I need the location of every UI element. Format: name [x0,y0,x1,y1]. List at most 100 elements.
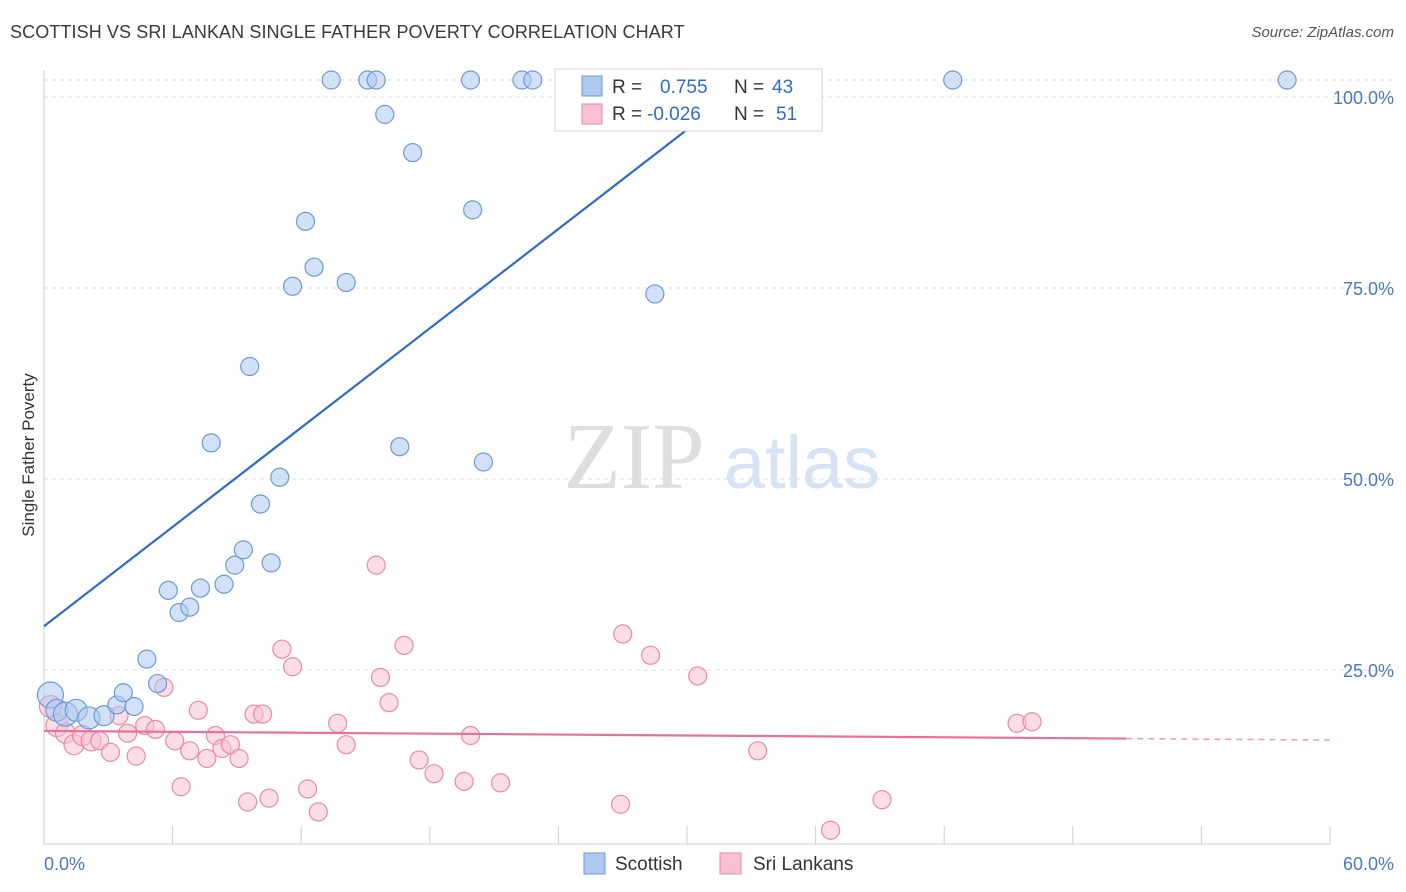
watermark-zip: ZIP [564,405,705,509]
sri-lankans-point-40 [460,725,481,746]
scottish-point-15 [201,433,221,453]
sri-lankans-point-30 [308,802,328,822]
sri-lankans-point-18 [197,748,217,769]
scottish-point-9 [137,649,157,669]
scottish-point-24 [295,211,316,231]
series-legend-label-scottish[interactable]: Scottish [615,854,683,875]
sri-lankans-point-23 [238,792,258,812]
sri-lankans-point-17 [188,700,208,720]
scottish-point-5 [93,705,115,727]
sri-lankans-point-28 [283,657,303,677]
sri-lankans-point-50 [1022,712,1042,732]
sri-lankans-point-36 [394,635,414,655]
sri-lankans-point-46 [748,741,768,761]
scottish-point-42 [1277,70,1297,90]
sri-lankans-point-33 [366,555,386,575]
gridlines: 25.0% 50.0% 75.0% 100.0% [44,79,1394,681]
legend-r-label-scottish: R = [612,77,642,98]
legend-r-label-sri-lankans: R = [612,104,642,125]
sri-lankans-point-7 [100,742,121,762]
sri-lankans-point-12 [145,719,166,740]
watermark-atlas: atlas [724,421,880,504]
sri-lankans-point-9 [117,723,138,743]
legend-n-label-sri-lankans: N = [734,104,764,125]
scottish-point-17 [225,555,245,575]
sri-lankans-point-47 [821,820,841,840]
legend-n-label-scottish: N = [734,77,764,98]
scottish-point-37 [523,70,543,90]
scottish-point-22 [270,467,290,487]
sri-lankans-point-34 [370,667,391,688]
trendline-sri-lankans-extension [1126,737,1331,741]
y-tick-label-50: 50.0% [1343,470,1394,490]
sri-lankans-point-48 [872,790,892,810]
source-label: Source: ZipAtlas.com [1251,24,1394,41]
scottish-point-21 [261,553,281,573]
legend-n-value-scottish: 43 [772,77,793,98]
sri-lankans-point-42 [610,794,631,814]
trendline-scottish [43,79,752,628]
sri-lankans-point-26 [259,788,279,808]
sri-lankans-point-32 [336,735,356,755]
sri-lankans-point-31 [328,713,348,733]
y-tick-label-100: 100.0% [1333,88,1394,108]
correlation-legend: R = 0.755 N = 43 R = -0.026 N = 51 [554,68,823,132]
legend-r-value-scottish: 0.755 [660,77,708,98]
sri-lankans-point-35 [379,693,399,713]
sri-lankans-point-38 [424,764,444,784]
series-legend-label-sri-lankans[interactable]: Sri Lankans [753,854,853,875]
scottish-point-33 [460,70,481,90]
y-tick-label-25: 25.0% [1343,661,1394,681]
sri-lankans-point-29 [298,779,318,799]
x-tick-max: 60.0% [1343,854,1394,874]
scottish-point-11 [158,580,178,600]
scottish-point-41 [943,70,963,90]
scottish-point-26 [321,70,341,90]
sri-lankans-point-21 [220,735,241,755]
trendline-sri-lankans [43,729,1127,740]
sri-lankans-point-43 [613,624,633,644]
scottish-point-20 [250,494,271,514]
series-scottish [36,70,1297,730]
scottish-point-8 [124,696,144,717]
scottish-point-18 [233,540,253,560]
sri-lankans-point-16 [180,741,200,761]
scottish-point-31 [390,437,410,457]
x-tick-min: 0.0% [44,854,85,874]
scottish-point-32 [403,142,423,163]
sri-lankans-point-39 [454,771,474,791]
scottish-point-23 [283,276,303,296]
scottish-point-25 [304,257,324,277]
scottish-point-19 [240,356,260,377]
series-legend: Scottish Sri Lankans [583,852,853,875]
legend-swatch-scottish [581,75,603,97]
sri-lankans-point-27 [272,639,292,659]
sri-lankans-point-41 [490,773,511,793]
scottish-point-34 [463,200,483,220]
scottish-point-35 [473,452,493,472]
chart-title: SCOTTISH VS SRI LANKAN SINGLE FATHER POV… [10,22,685,42]
scottish-point-29 [366,70,386,90]
sri-lankans-point-10 [126,746,146,766]
sri-lankans-point-45 [688,666,708,686]
scottish-point-27 [336,272,356,293]
legend-r-value-sri-lankans: -0.026 [647,104,701,125]
sri-lankans-point-25 [253,704,273,724]
y-axis-label: Single Father Poverty [19,373,38,537]
sri-lankans-point-15 [171,777,191,797]
series-legend-swatch-scottish[interactable] [583,852,606,875]
scottish-point-7 [113,683,133,703]
y-tick-label-75: 75.0% [1343,279,1394,299]
legend-n-value-sri-lankans: 51 [776,104,797,125]
scottish-point-39 [645,284,665,304]
series-legend-swatch-sri-lankans[interactable] [719,852,742,875]
scottish-point-30 [375,104,395,124]
scottish-point-10 [147,673,168,694]
watermark: ZIP atlas [564,405,881,509]
sri-lankans-point-44 [640,645,661,665]
sri-lankans-point-22 [229,748,249,769]
scottish-point-14 [190,578,211,598]
scottish-point-13 [180,597,200,617]
sri-lankans-point-37 [409,750,429,770]
